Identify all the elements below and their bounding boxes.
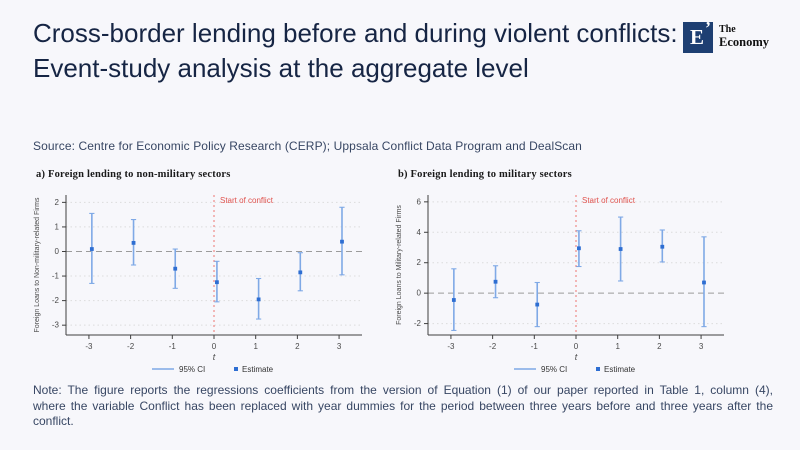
x-tick-label: 3 [337, 342, 342, 351]
logo-square: E ’ [683, 18, 713, 53]
panel-b-title: b) Foreign lending to military sectors [398, 169, 572, 180]
apostrophe-icon: ’ [705, 18, 711, 38]
estimate-point [215, 280, 219, 285]
estimate-point [89, 247, 94, 251]
estimate-point [702, 280, 706, 285]
legend-estimate-label: Estimate [604, 365, 636, 374]
conflict-annotation: Start of conflict [220, 196, 274, 205]
y-tick-label: -3 [52, 321, 60, 330]
y-tick-label: -2 [52, 296, 60, 305]
y-tick-label: 6 [417, 197, 422, 206]
estimate-point [451, 298, 456, 302]
legend-ci-label: 95% CI [541, 365, 567, 374]
x-tick-label: 1 [253, 342, 258, 351]
estimate-point [493, 279, 498, 284]
estimate-point [173, 266, 178, 271]
note-text: Note: The figure reports the regressions… [33, 383, 773, 428]
chart-panel-b: b) Foreign lending to military sectors 6… [392, 169, 732, 388]
x-tick-label: -2 [127, 342, 135, 351]
x-tick-label: 0 [574, 342, 579, 351]
x-tick-label: 0 [212, 342, 217, 351]
source-text: Source: Centre for Economic Policy Resea… [33, 139, 582, 153]
y-tick-label: 1 [55, 222, 60, 231]
y-tick-label: -2 [414, 319, 422, 328]
estimate-point [340, 239, 344, 244]
brand-logo: E ’ The Economy [683, 18, 769, 53]
x-tick-label: -3 [85, 342, 93, 351]
x-tick-label: -3 [447, 342, 455, 351]
conflict-annotation: Start of conflict [582, 196, 636, 205]
y-tick-label: 2 [55, 198, 60, 207]
page-title: Cross-border lending before and during v… [33, 18, 678, 83]
legend-estimate-marker [596, 367, 600, 371]
y-tick-label: -1 [52, 272, 60, 281]
x-tick-label: -2 [489, 342, 497, 351]
y-axis-label: Foreign Loans to Non-military-related Fi… [34, 197, 41, 332]
brand-name: The Economy [719, 22, 769, 53]
x-tick-label: 1 [615, 342, 620, 351]
x-tick-label: 2 [657, 342, 662, 351]
x-tick-label: -1 [531, 342, 539, 351]
y-tick-label: 0 [55, 247, 60, 256]
estimate-point [618, 247, 623, 251]
x-axis-label: t [575, 352, 578, 362]
y-tick-label: 4 [417, 228, 422, 237]
y-tick-label: 2 [417, 258, 422, 267]
estimate-point [298, 270, 303, 275]
y-tick-label: 0 [417, 289, 422, 298]
event-study-chart-b: 6 4 2 0 -2 Start of conflict -3 -2 -1 0 1 2 3 t Foreig… [396, 195, 724, 374]
logo-letter: E [690, 25, 705, 49]
estimate-point [131, 240, 136, 245]
x-tick-label: 2 [295, 342, 300, 351]
estimate-point [577, 246, 581, 251]
estimate-point [660, 244, 665, 249]
estimate-point [535, 302, 540, 307]
legend-estimate-marker [234, 367, 238, 371]
chart-panel-a: a) Foreign lending to non-military secto… [30, 169, 370, 388]
x-tick-label: 3 [699, 342, 704, 351]
x-axis-label: t [213, 352, 216, 362]
brand-name-bottom: Economy [719, 34, 769, 49]
brand-name-top: The [719, 24, 736, 35]
x-tick-label: -1 [169, 342, 177, 351]
estimate-point [256, 297, 261, 302]
panel-a-title: a) Foreign lending to non-military secto… [36, 169, 231, 180]
legend-ci-label: 95% CI [179, 365, 205, 374]
legend-estimate-label: Estimate [242, 365, 274, 374]
event-study-chart-a: 2 1 0 -1 -2 -3 Start of conflict -3 -2 -1 0 1 2 3 t For… [34, 195, 362, 374]
y-axis-label: Foreign Loans to Military-related Firms [396, 205, 403, 325]
